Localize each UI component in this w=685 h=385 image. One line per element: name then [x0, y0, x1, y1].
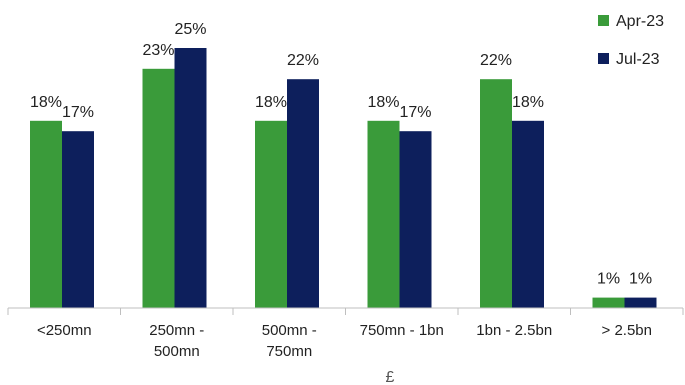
data-label-jul-23-1: 25%	[174, 21, 206, 38]
x-axis-ticks	[7, 308, 684, 315]
bar-jul-23-4	[512, 120, 544, 308]
bar-apr-23-2	[255, 120, 287, 308]
bar-jul-23-5	[624, 297, 657, 308]
category-label-5: > 2.5bn	[602, 322, 652, 339]
data-label-apr-23-2: 18%	[255, 94, 287, 111]
category-label-3: 750mn - 1bn	[360, 322, 444, 339]
bar-apr-23-1	[142, 68, 175, 308]
legend-swatch-jul-23	[598, 53, 609, 64]
bar-jul-23-2	[287, 79, 319, 308]
bar-apr-23-0	[30, 120, 62, 308]
category-labels-layer: <250mn 250mn -500mn 500mn -750mn 750mn - 1b…	[37, 322, 652, 360]
bar-apr-23-3	[367, 120, 400, 308]
legend: Apr-23 Jul-23	[598, 13, 664, 68]
bar-jul-23-0	[62, 131, 94, 308]
bar-apr-23-4	[480, 79, 512, 308]
category-label-1: 250mn -500mn	[149, 322, 204, 360]
data-label-apr-23-4: 22%	[480, 52, 512, 69]
x-axis-title: £	[386, 369, 395, 385]
legend-swatch-apr-23	[598, 15, 609, 26]
data-labels-layer: 18%17%23%25%18%22%18%17%22%18%1% 1%	[30, 21, 652, 288]
bar-jul-23-3	[399, 131, 432, 308]
data-label-apr-23-5: 1%	[597, 271, 620, 288]
data-label-jul-23-5: 1%	[629, 271, 652, 288]
data-label-apr-23-0: 18%	[30, 94, 62, 111]
data-label-jul-23-4: 18%	[512, 94, 544, 111]
legend-label-jul-23: Jul-23	[616, 51, 660, 68]
data-label-apr-23-3: 18%	[367, 94, 399, 111]
category-label-2: 500mn -750mn	[262, 322, 317, 360]
data-label-jul-23-0: 17%	[62, 104, 94, 121]
bars-layer	[30, 48, 657, 308]
category-label-0: <250mn	[37, 322, 92, 339]
legend-label-apr-23: Apr-23	[616, 13, 664, 30]
data-label-jul-23-3: 17%	[399, 104, 431, 121]
data-label-jul-23-2: 22%	[287, 52, 319, 69]
bar-jul-23-1	[174, 48, 207, 308]
bar-apr-23-5	[592, 297, 625, 308]
data-label-apr-23-1: 23%	[142, 42, 174, 59]
category-label-4: 1bn - 2.5bn	[476, 322, 552, 339]
